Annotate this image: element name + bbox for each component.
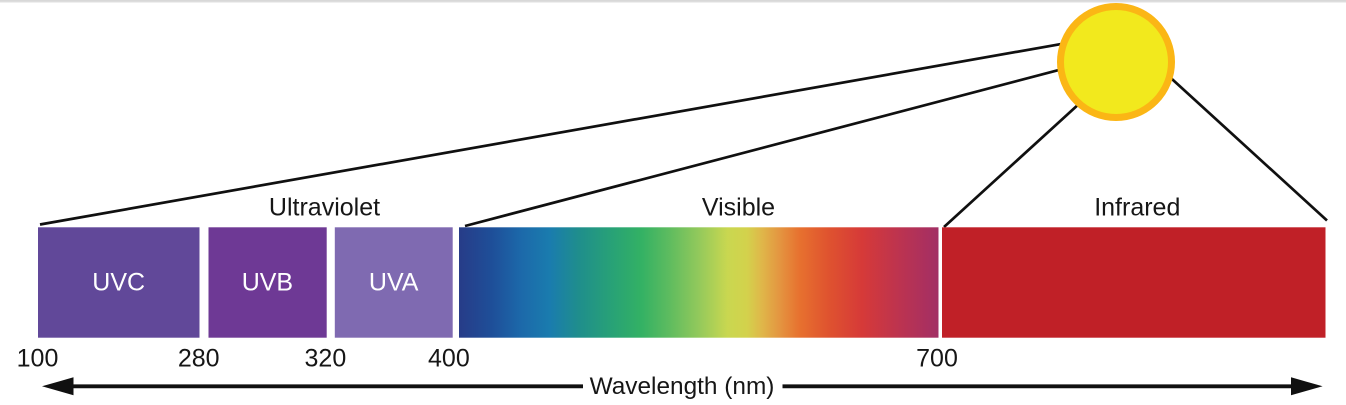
svg-text:Ultraviolet: Ultraviolet [269, 194, 380, 222]
svg-text:Infrared: Infrared [1094, 194, 1180, 222]
svg-text:700: 700 [916, 345, 958, 373]
svg-text:UVB: UVB [242, 268, 293, 296]
svg-text:320: 320 [305, 345, 347, 373]
svg-text:280: 280 [178, 345, 220, 373]
svg-text:Wavelength (nm): Wavelength (nm) [590, 373, 775, 400]
svg-text:100: 100 [17, 345, 59, 373]
svg-text:400: 400 [428, 345, 470, 373]
svg-text:Visible: Visible [702, 194, 775, 222]
svg-text:UVA: UVA [369, 268, 419, 296]
svg-text:UVC: UVC [92, 268, 145, 296]
